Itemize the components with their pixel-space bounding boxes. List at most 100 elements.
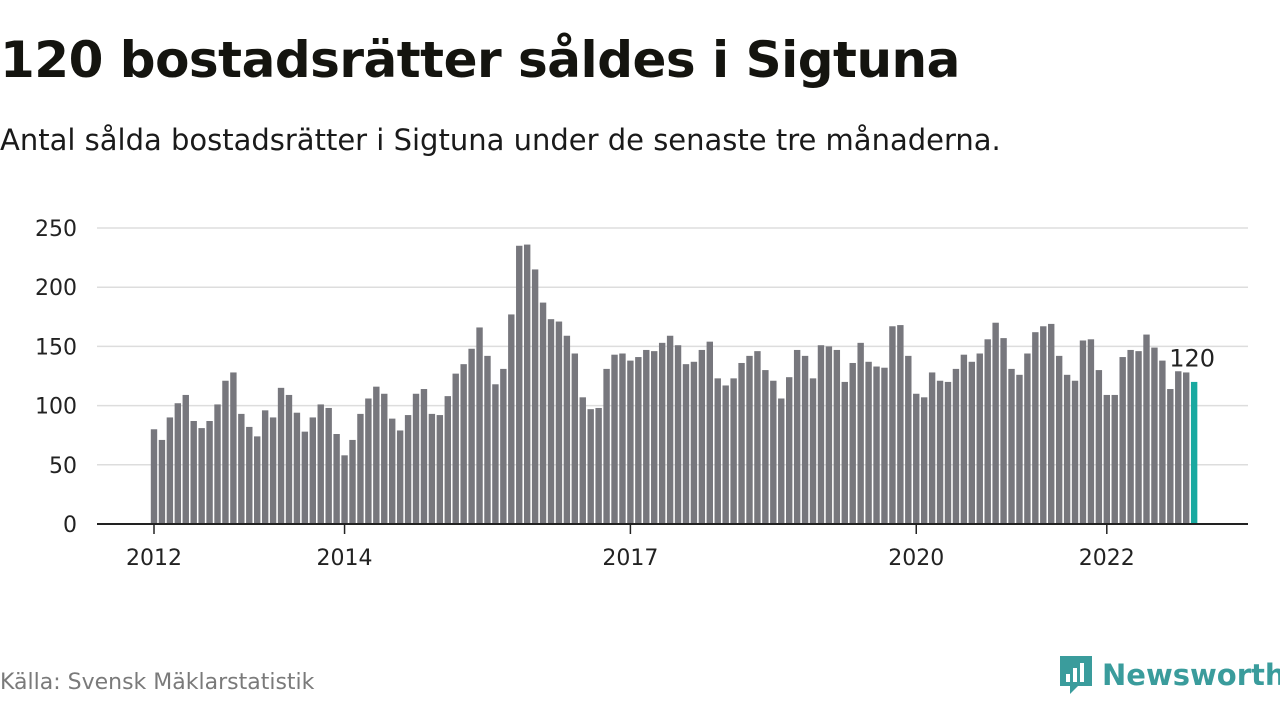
bar <box>150 429 158 524</box>
bar <box>658 342 666 524</box>
bar <box>158 439 166 524</box>
bar <box>651 351 658 524</box>
bar <box>1151 347 1158 524</box>
bar <box>174 403 182 524</box>
y-tick-label: 250 <box>35 217 77 242</box>
bar <box>1119 357 1126 524</box>
bar <box>762 370 769 524</box>
bar <box>476 327 483 524</box>
bar <box>444 396 451 524</box>
bar <box>841 381 848 524</box>
bar <box>222 380 229 524</box>
bar <box>547 319 555 524</box>
bar <box>984 339 991 524</box>
bar <box>1008 368 1015 524</box>
bar <box>738 362 745 524</box>
bar <box>857 342 864 524</box>
bar <box>563 335 571 524</box>
bar <box>404 415 412 524</box>
bar <box>936 380 944 524</box>
bar <box>1071 380 1079 524</box>
bar-chart: 0 50 100 150 200 250 2012 2014 2017 2020 2022 120 <box>35 217 1248 571</box>
bar <box>238 413 245 524</box>
bar <box>428 413 436 524</box>
bar <box>261 410 269 524</box>
newsworthy-logo[interactable]: Newsworthy <box>1058 652 1280 698</box>
bar <box>603 368 610 524</box>
bar <box>714 378 721 524</box>
bar <box>1000 338 1007 524</box>
bar <box>516 245 523 524</box>
bar <box>579 397 586 524</box>
bar <box>389 418 396 524</box>
bar <box>611 354 618 524</box>
bar <box>643 349 650 524</box>
bar-highlight <box>1190 381 1198 524</box>
bar <box>889 326 896 524</box>
bar <box>1175 371 1182 524</box>
bar <box>523 244 531 525</box>
bar <box>1016 374 1023 524</box>
bar <box>682 364 690 524</box>
x-tick-label: 2012 <box>126 546 182 571</box>
bar <box>357 413 364 524</box>
bar <box>412 393 420 524</box>
bar <box>786 377 793 524</box>
bar <box>928 372 936 524</box>
bar <box>706 341 713 524</box>
x-tick-label: 2014 <box>317 546 373 571</box>
bar <box>666 335 674 524</box>
source-note: Källa: Svensk Mäklarstatistik <box>0 670 315 695</box>
bar <box>285 394 293 524</box>
bar <box>1135 351 1142 524</box>
bar <box>555 321 563 524</box>
chart-title: 120 bostadsrätter såldes i Sigtuna <box>0 31 960 89</box>
x-tick-label: 2022 <box>1079 546 1135 571</box>
bar <box>793 349 801 524</box>
bar <box>539 302 547 524</box>
bar <box>531 269 539 524</box>
bar <box>825 346 833 524</box>
bar <box>635 357 642 524</box>
bar <box>881 367 888 524</box>
brand-name: Newsworthy <box>1102 658 1280 692</box>
bar <box>674 345 682 524</box>
bar <box>349 439 356 524</box>
bar <box>381 393 388 524</box>
bar <box>1055 355 1063 524</box>
bar <box>690 361 698 524</box>
bar <box>976 353 983 524</box>
bar <box>960 354 968 524</box>
bar <box>166 417 174 524</box>
bar <box>722 385 729 524</box>
bar <box>754 351 761 524</box>
bar <box>460 364 467 524</box>
bar <box>269 417 277 524</box>
chart-subtitle: Antal sålda bostadsrätter i Sigtuna unde… <box>0 123 1001 157</box>
bar <box>627 360 634 524</box>
axes <box>97 523 1248 534</box>
bar <box>1127 349 1134 524</box>
bar <box>396 430 404 524</box>
bar <box>770 380 777 524</box>
bar <box>865 361 872 524</box>
bar <box>365 398 372 524</box>
bar <box>778 398 785 524</box>
bar <box>1095 370 1103 524</box>
bar <box>746 355 753 524</box>
bar <box>873 366 880 524</box>
x-tick-label: 2017 <box>602 546 658 571</box>
bar <box>730 378 737 524</box>
bar <box>1183 372 1190 524</box>
bar <box>301 431 309 524</box>
bar <box>492 384 499 524</box>
y-tick-label: 100 <box>35 395 77 420</box>
bar <box>373 386 380 524</box>
bar <box>246 426 253 524</box>
bar <box>277 387 285 524</box>
bar <box>1063 374 1071 524</box>
bar <box>230 372 237 524</box>
bar <box>190 420 197 524</box>
bar <box>897 325 904 524</box>
bar <box>214 404 221 524</box>
